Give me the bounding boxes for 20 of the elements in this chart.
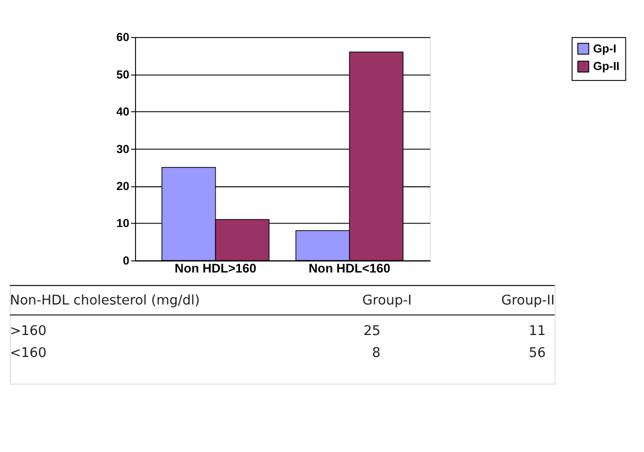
- y-tick-label: 0: [122, 254, 130, 268]
- y-tick-label: 60: [116, 31, 130, 44]
- text: 8: [372, 346, 381, 362]
- y-tick-label: 50: [116, 68, 130, 82]
- text: Group-I: [362, 294, 412, 309]
- text: 25: [363, 324, 381, 339]
- text: >160: [10, 324, 47, 339]
- y-tick-label: 10: [116, 217, 130, 230]
- y-tick-label: 20: [116, 180, 130, 194]
- y-tick-label: 40: [116, 106, 130, 119]
- text: Group-II: [501, 294, 555, 309]
- x-tick-label: Non HDL<160: [308, 261, 390, 276]
- x-tick-label: Non HDL>160: [174, 261, 256, 276]
- y-tick-label: 30: [116, 142, 130, 156]
- text: <160: [10, 346, 47, 362]
- legend-label: Gp-I: [593, 42, 616, 56]
- text: Non-HDL cholesterol (mg/dl): [10, 294, 200, 309]
- legend-label: Gp-II: [593, 60, 620, 74]
- text: 56: [528, 346, 546, 362]
- text: 11: [528, 324, 546, 339]
